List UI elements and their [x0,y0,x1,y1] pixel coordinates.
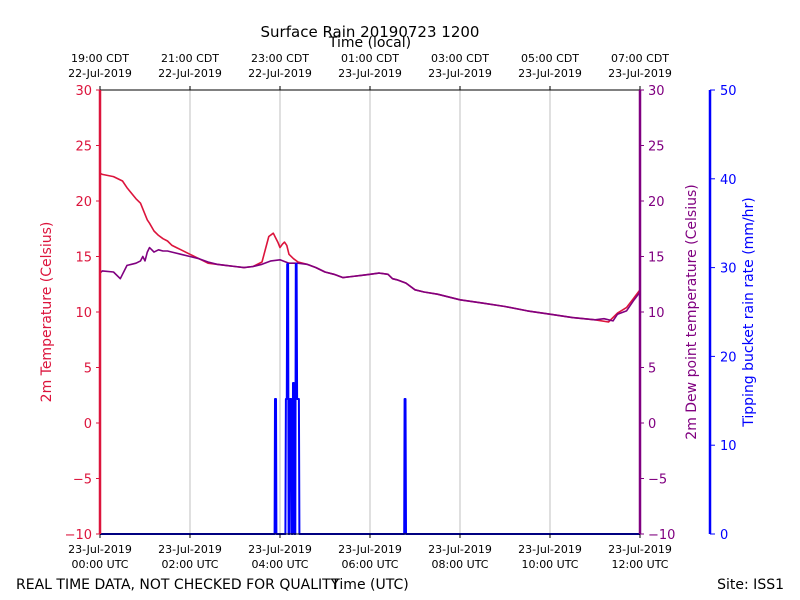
x-tick-label-time: 08:00 UTC [431,558,488,571]
y-right-tick-label: −5 [648,473,667,488]
y-left-tick-label: −5 [73,473,92,488]
y-right-tick-label: −10 [648,528,675,543]
footer-site: Site: ISS1 [717,577,784,593]
y-right-tick-label: 15 [648,251,665,266]
y-right-tick-label: 10 [648,306,665,321]
y-left-tick-label: 10 [75,306,92,321]
x-tick-label-time: 10:00 UTC [521,558,578,571]
dewpoint-line [99,246,641,322]
top-axis-label: Time (local) [328,35,411,51]
axes [96,86,715,538]
x-tick-label-date: 23-Jul-2019 [428,543,492,556]
top-tick-label-date: 23-Jul-2019 [518,67,582,80]
y-rain-tick-label: 10 [720,439,737,454]
x-tick-label-time: 02:00 UTC [161,558,218,571]
x-tick-label-date: 23-Jul-2019 [158,543,222,556]
grid-lines [189,90,551,534]
x-axis-label: Time (UTC) [330,577,408,593]
top-tick-label-date: 23-Jul-2019 [428,67,492,80]
top-tick-label-time: 19:00 CDT [71,52,129,65]
y-right-tick-label: 20 [648,195,665,210]
top-tick-label-time: 23:00 CDT [251,52,309,65]
y-left-tick-label: 20 [75,195,92,210]
x-tick-label-date: 23-Jul-2019 [68,543,132,556]
y-rain-tick-label: 0 [720,528,728,543]
chart-title: Surface Rain 20190723 1200 [261,23,480,41]
y-right-tick-label: 25 [648,140,665,155]
x-tick-label-date: 23-Jul-2019 [248,543,312,556]
y-left-tick-label: 30 [75,84,92,99]
top-tick-label-date: 22-Jul-2019 [248,67,312,80]
x-tick-label-time: 00:00 UTC [71,558,128,571]
x-tick-label-time: 12:00 UTC [611,558,668,571]
tick-labels: 23-Jul-2019 00:00 UTC 23-Jul-2019 02:00 UTC… [65,52,737,571]
y-rain-tick-label: 20 [720,350,737,365]
y-left-tick-label: 15 [75,251,92,266]
top-tick-label-date: 22-Jul-2019 [68,67,132,80]
top-tick-label-time: 07:00 CDT [611,52,669,65]
y-left-tick-label: 0 [84,417,92,432]
x-tick-label-date: 23-Jul-2019 [518,543,582,556]
y-rain-tick-label: 40 [720,173,737,188]
y-left-tick-label: 5 [84,362,92,377]
y-axis-label-far-right: Tipping bucket rain rate (mm/hr) [741,197,757,427]
y-rain-tick-label: 30 [720,262,737,277]
y-axis-label-right: 2m Dew point temperature (Celsius) [684,184,700,439]
y-left-tick-label: 25 [75,140,92,155]
top-tick-label-time: 01:00 CDT [341,52,399,65]
footer-disclaimer: REAL TIME DATA, NOT CHECKED FOR QUALITY [16,577,340,593]
x-tick-label-date: 23-Jul-2019 [338,543,402,556]
x-tick-label-date: 23-Jul-2019 [608,543,672,556]
y-rain-tick-label: 50 [720,84,737,99]
top-tick-label-date: 23-Jul-2019 [338,67,402,80]
y-left-tick-label: −10 [65,528,92,543]
y-right-tick-label: 30 [648,84,665,99]
y-right-tick-label: 5 [648,362,656,377]
top-tick-label-date: 22-Jul-2019 [158,67,222,80]
top-tick-label-time: 03:00 CDT [431,52,489,65]
top-tick-label-date: 23-Jul-2019 [608,67,672,80]
x-tick-label-time: 06:00 UTC [341,558,398,571]
x-tick-label-time: 04:00 UTC [251,558,308,571]
y-axis-label-left: 2m Temperature (Celsius) [39,222,55,403]
top-tick-label-time: 21:00 CDT [161,52,219,65]
top-tick-label-time: 05:00 CDT [521,52,579,65]
y-right-tick-label: 0 [648,417,656,432]
